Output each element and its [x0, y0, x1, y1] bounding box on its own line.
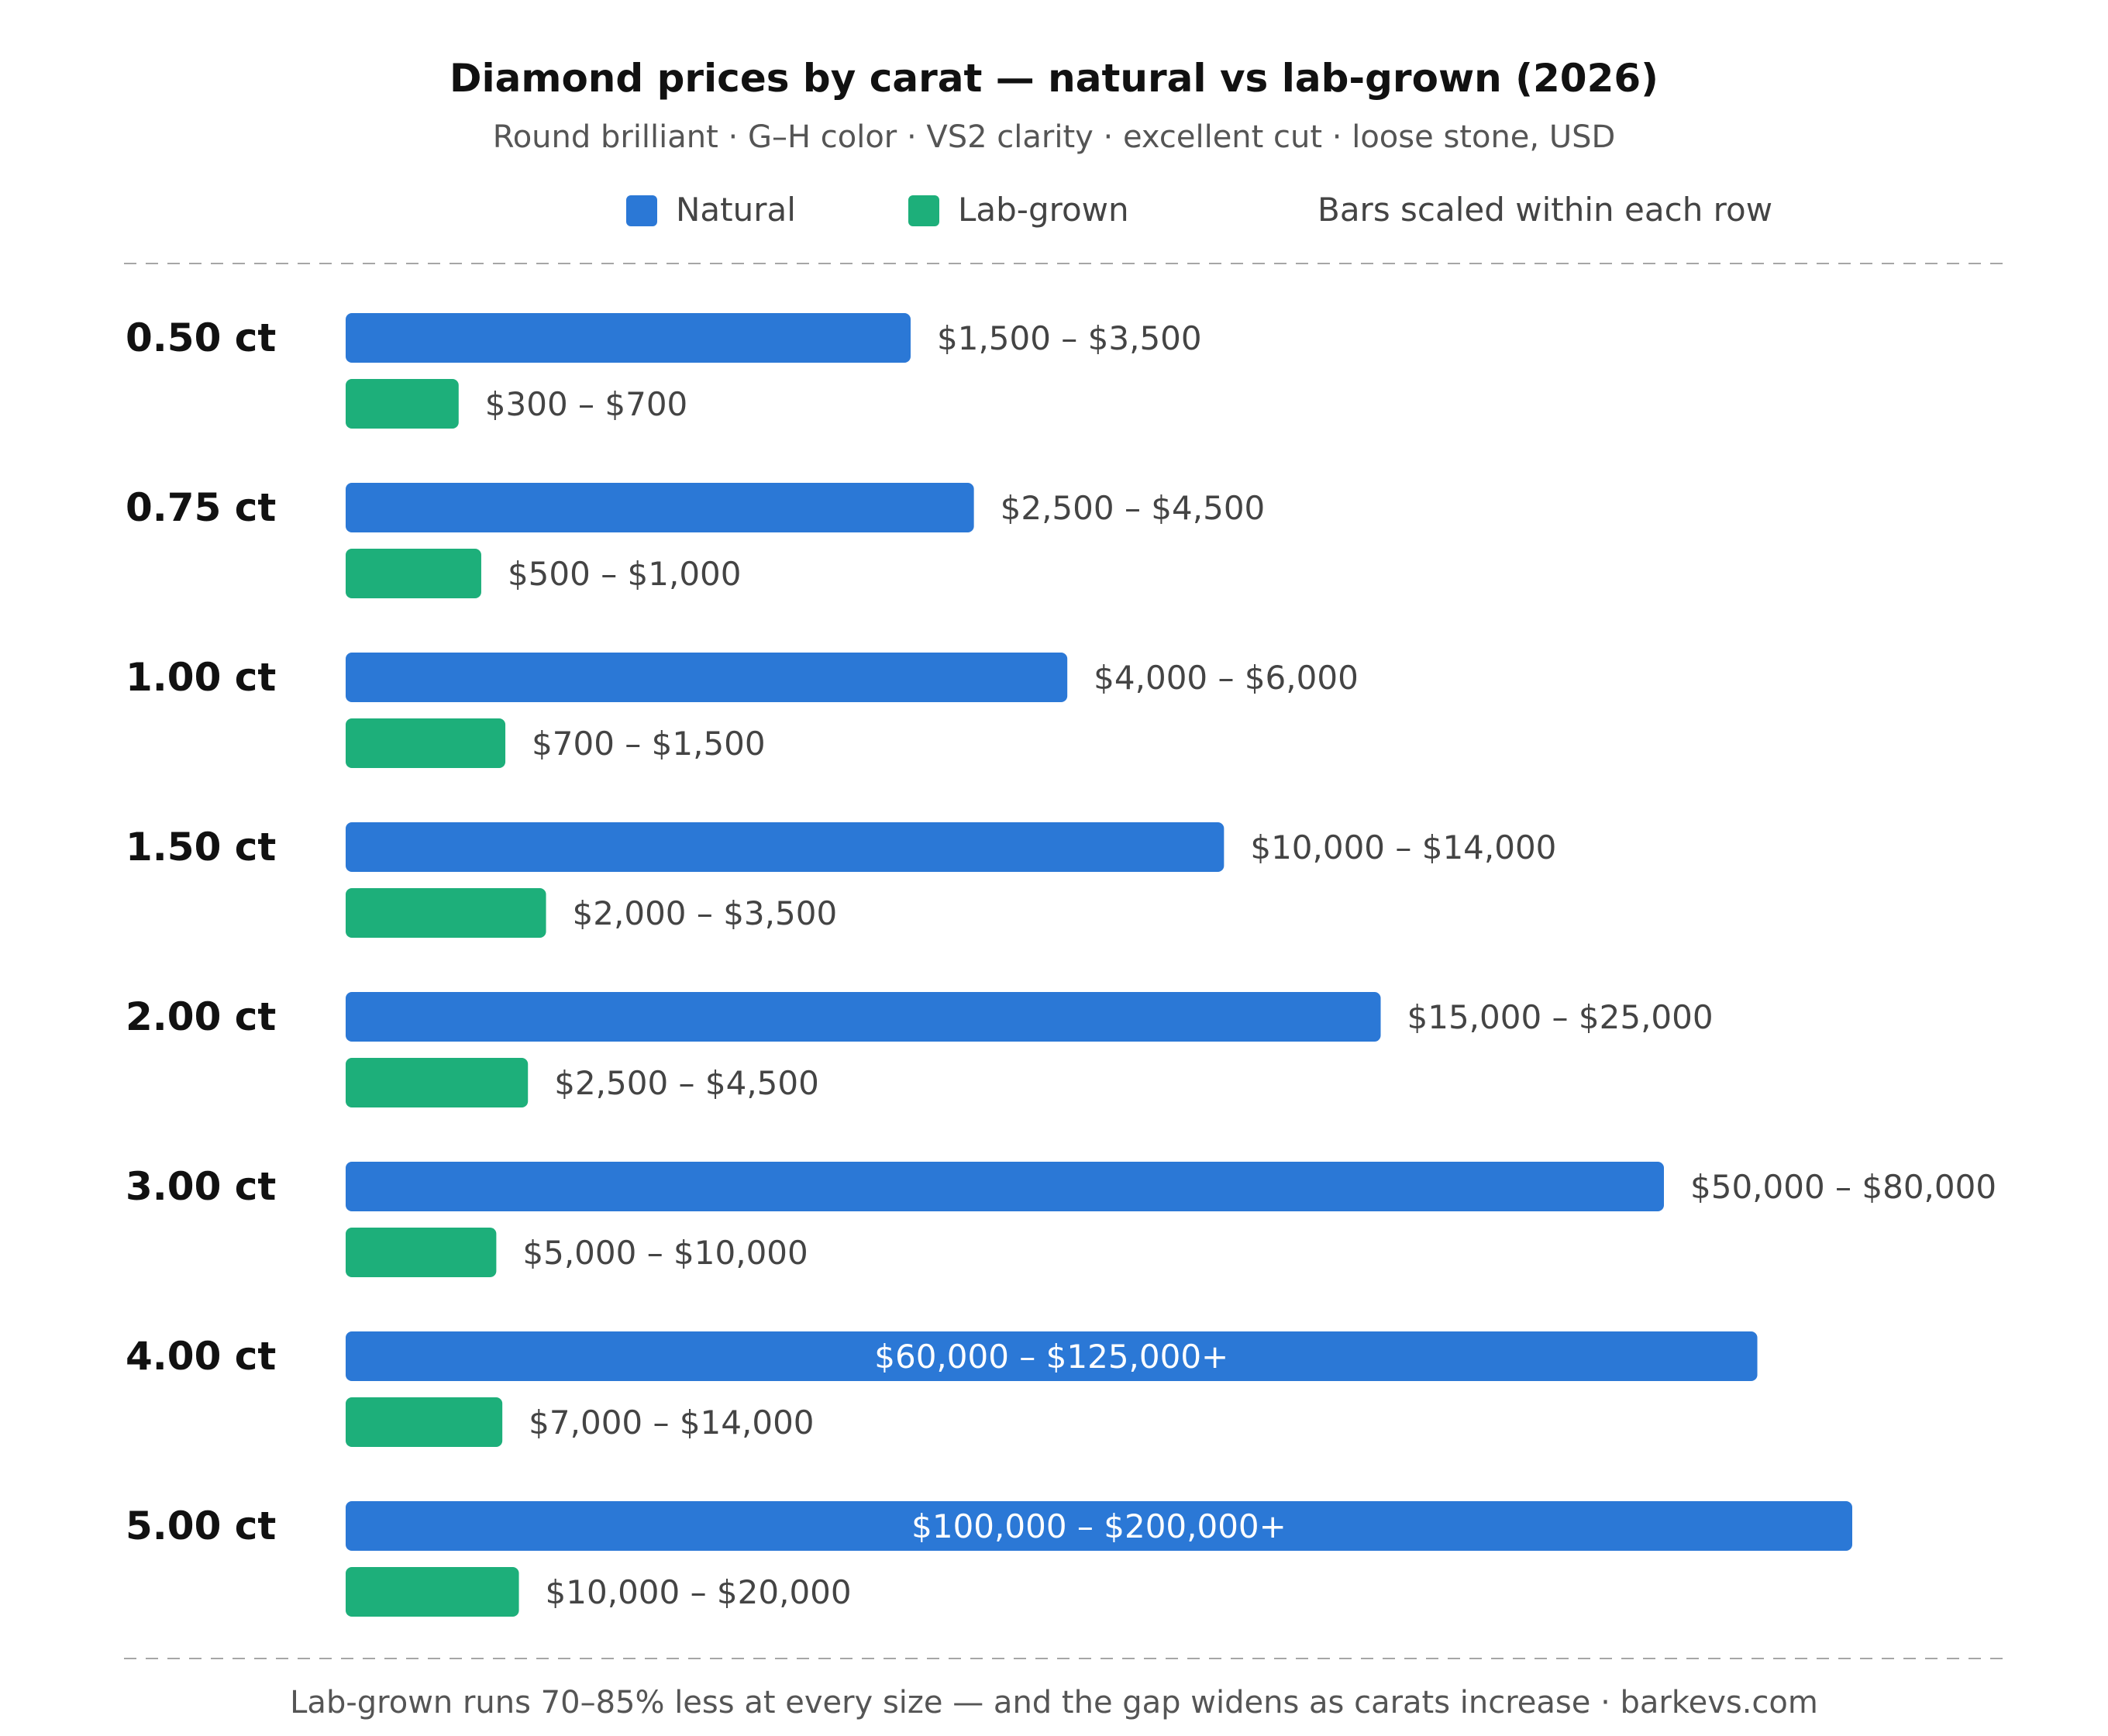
data-label-natural: $10,000 – $14,000 [1250, 828, 1556, 866]
row-3-00-ct: 3.00 ct $50,000 – $80,000 $5,000 – $10,000 [126, 1162, 1996, 1277]
category-label: 0.50 ct [126, 315, 276, 360]
legend-note: Bars scaled within each row [1318, 191, 1772, 229]
bar-natural [346, 1331, 1758, 1381]
data-label-lab-grown: $2,000 – $3,500 [573, 894, 838, 932]
category-label: 5.00 ct [126, 1504, 276, 1548]
bar-lab-grown [346, 1397, 503, 1447]
bar-lab-grown [346, 1228, 497, 1277]
category-label: 2.00 ct [126, 994, 276, 1039]
row-1-50-ct: 1.50 ct $10,000 – $14,000 $2,000 – $3,500 [126, 822, 1556, 938]
category-label: 1.00 ct [126, 655, 276, 700]
row-0-50-ct: 0.50 ct $1,500 – $3,500 $300 – $700 [126, 313, 1202, 429]
category-label: 4.00 ct [126, 1334, 276, 1379]
data-label-natural: $15,000 – $25,000 [1407, 998, 1714, 1036]
chart-subtitle: Round brilliant · G–H color · VS2 clarit… [493, 119, 1616, 155]
row-2-00-ct: 2.00 ct $15,000 – $25,000 $2,500 – $4,500 [126, 992, 1714, 1107]
data-label-lab-grown: $500 – $1,000 [508, 555, 742, 593]
row-5-00-ct: 5.00 ct $100,000 – $200,000+ $10,000 – $20… [126, 1501, 1852, 1617]
bar-lab-grown [346, 379, 459, 429]
chart-footer: Lab-grown runs 70–85% less at every size… [290, 1685, 1818, 1720]
data-label-lab-grown: $300 – $700 [485, 385, 687, 423]
bar-natural [346, 1501, 1852, 1551]
row-1-00-ct: 1.00 ct $4,000 – $6,000 $700 – $1,500 [126, 653, 1359, 768]
data-label-natural: $1,500 – $3,500 [937, 319, 1202, 357]
data-label-lab-grown: $7,000 – $14,000 [529, 1404, 814, 1442]
legend: Natural Lab-grown Bars scaled within eac… [626, 191, 1772, 229]
data-label-lab-grown: $10,000 – $20,000 [546, 1573, 852, 1611]
data-label-lab-grown: $700 – $1,500 [532, 725, 766, 763]
bar-natural [346, 313, 911, 363]
row-4-00-ct: 4.00 ct $60,000 – $125,000+ $7,000 – $14,0… [126, 1331, 1758, 1447]
bar-natural [346, 653, 1068, 702]
bar-lab-grown [346, 549, 481, 598]
category-label: 0.75 ct [126, 485, 276, 530]
legend-label-lab-grown: Lab-grown [958, 191, 1129, 229]
bar-lab-grown [346, 718, 506, 768]
data-label-lab-grown: $2,500 – $4,500 [554, 1064, 819, 1102]
category-label: 1.50 ct [126, 825, 276, 870]
bar-lab-grown [346, 1567, 519, 1617]
bar-natural [346, 992, 1381, 1042]
data-label-natural: $2,500 – $4,500 [1001, 489, 1266, 527]
data-label-natural: $4,000 – $6,000 [1094, 659, 1359, 697]
legend-swatch-lab-grown [908, 195, 939, 226]
bar-natural [346, 1162, 1664, 1211]
bar-natural [346, 483, 974, 532]
data-label-lab-grown: $5,000 – $10,000 [522, 1234, 808, 1272]
bar-lab-grown [346, 1058, 529, 1107]
chart-title: Diamond prices by carat — natural vs lab… [450, 56, 1658, 101]
data-label-natural: $50,000 – $80,000 [1690, 1168, 1996, 1206]
chart-rows: 0.50 ct $1,500 – $3,500 $300 – $700 0.75 ct… [126, 313, 1996, 1617]
row-0-75-ct: 0.75 ct $2,500 – $4,500 $500 – $1,000 [126, 483, 1265, 598]
category-label: 3.00 ct [126, 1164, 276, 1209]
legend-label-natural: Natural [676, 191, 796, 229]
bar-natural [346, 822, 1224, 872]
bar-lab-grown [346, 888, 546, 938]
data-label-natural: $60,000 – $125,000+ [874, 1338, 1228, 1376]
data-label-natural: $100,000 – $200,000+ [911, 1507, 1286, 1545]
legend-swatch-natural [626, 195, 657, 226]
